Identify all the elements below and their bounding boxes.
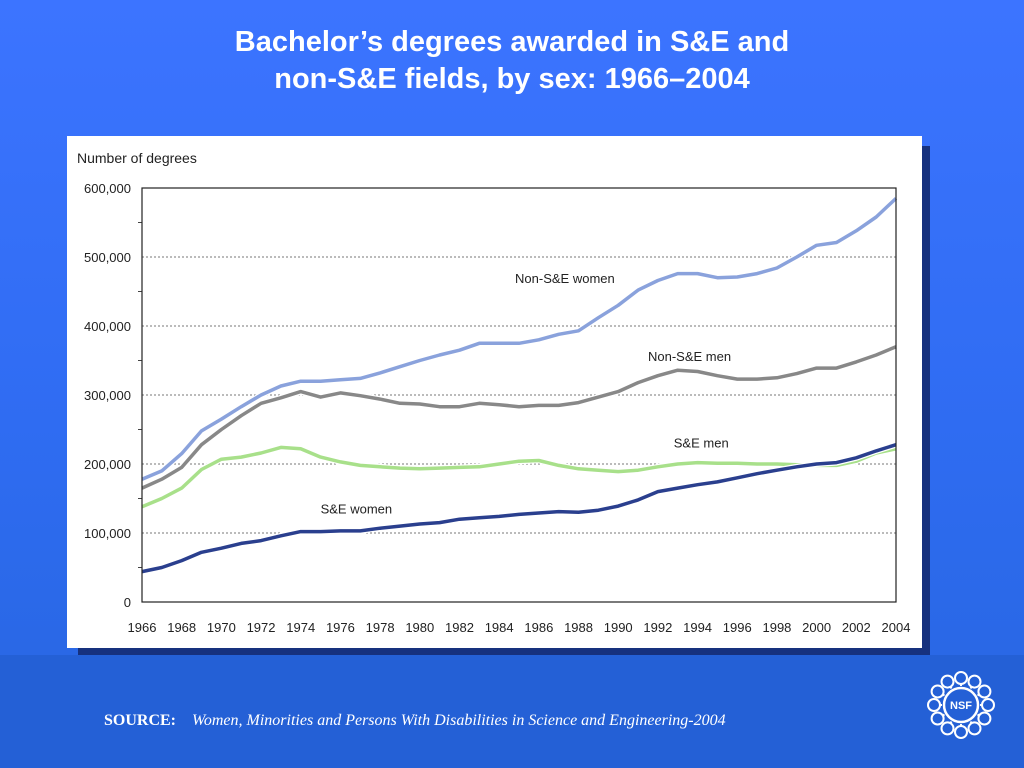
logo-spoke xyxy=(976,693,980,697)
x-tick-label: 1986 xyxy=(524,620,553,635)
x-tick-label: 1990 xyxy=(604,620,633,635)
x-tick-label: 1998 xyxy=(762,620,791,635)
logo-ray xyxy=(977,684,992,699)
x-tick-label: 2004 xyxy=(882,620,911,635)
logo-text: NSF xyxy=(950,700,972,712)
x-tick-label: 1978 xyxy=(366,620,395,635)
x-tick-label: 1992 xyxy=(643,620,672,635)
series-annotation: S&E women xyxy=(321,502,393,517)
x-tick-label: 1980 xyxy=(405,620,434,635)
title-line-2: non-S&E fields, by sex: 1966–2004 xyxy=(274,63,750,95)
logo-ray xyxy=(977,711,992,726)
series-line-halo xyxy=(140,444,897,510)
x-tick-label: 1988 xyxy=(564,620,593,635)
series-annotation: Non-S&E women xyxy=(515,271,615,286)
x-tick-label: 1996 xyxy=(723,620,752,635)
x-tick-label: 2000 xyxy=(802,620,831,635)
y-tick-label: 500,000 xyxy=(84,250,131,265)
logo-ray xyxy=(981,698,995,712)
logo-ray xyxy=(940,674,955,689)
footer-band xyxy=(0,655,1024,768)
y-tick-labels: 0 100,000 200,000 300,000 400,000 500,000 600,… xyxy=(84,181,131,610)
nsf-logo-icon: NSF xyxy=(927,671,995,739)
y-tick-label: 600,000 xyxy=(84,181,131,196)
title-line-1: Bachelor’s degrees awarded in S&E and xyxy=(234,26,790,58)
y-tick-label: 200,000 xyxy=(84,457,131,472)
plot-frame xyxy=(141,187,897,603)
logo-ray xyxy=(930,684,945,699)
line-chart: Number of degrees 0 100,000 200,000 300,000… xyxy=(77,150,911,635)
series-annotation: Non-S&E men xyxy=(648,349,731,364)
logo-ray xyxy=(967,721,982,736)
x-tick-label: 1972 xyxy=(247,620,276,635)
logo-ray xyxy=(927,698,941,712)
y-tick-label: 300,000 xyxy=(84,388,131,403)
x-tick-labels: 1966 1968 1970 1972 1974 1976 1978 1980 1982 1984… xyxy=(128,620,911,635)
x-tick-label: 1974 xyxy=(286,620,315,635)
x-tick-label: 1976 xyxy=(326,620,355,635)
chart-panel: Number of degrees 0 100,000 200,000 300,000… xyxy=(67,136,922,648)
logo-spoke xyxy=(949,720,953,724)
series-annotations: Non-S&E women Non-S&E men S&E men S&E women xyxy=(321,271,731,516)
logo-ray xyxy=(940,721,955,736)
series-line xyxy=(141,445,897,509)
y-tick-label: 400,000 xyxy=(84,319,131,334)
source-text: Women, Minorities and Persons With Disab… xyxy=(192,712,726,729)
logo-ray xyxy=(930,711,945,726)
x-tick-label: 2002 xyxy=(842,620,871,635)
series-line xyxy=(141,443,897,574)
x-tick-label: 1970 xyxy=(207,620,236,635)
series-line-halo xyxy=(140,196,899,482)
logo-rays xyxy=(927,671,995,739)
x-tick-label: 1994 xyxy=(683,620,712,635)
logo-ray xyxy=(954,671,968,685)
x-tick-label: 1966 xyxy=(128,620,157,635)
x-tick-label: 1982 xyxy=(445,620,474,635)
logo-spoke xyxy=(942,693,946,697)
source-label: SOURCE: xyxy=(104,712,177,729)
y-axis-label: Number of degrees xyxy=(77,150,197,166)
logo-spoke xyxy=(969,720,973,724)
series-annotation: S&E men xyxy=(674,435,729,450)
y-tick-label: 0 xyxy=(124,595,131,610)
logo-ray xyxy=(967,674,982,689)
series-line xyxy=(141,197,898,481)
x-tick-label: 1968 xyxy=(167,620,196,635)
slide-title: Bachelor’s degrees awarded in S&E and no… xyxy=(0,24,1024,98)
logo-spoke xyxy=(949,686,953,690)
source-note: SOURCE: Women, Minorities and Persons Wi… xyxy=(104,712,726,730)
logo-spoke xyxy=(969,686,973,690)
logo-ray xyxy=(954,725,968,739)
logo-spoke xyxy=(976,713,980,717)
series-lines xyxy=(140,196,899,575)
series-line xyxy=(141,345,897,490)
y-tick-label: 100,000 xyxy=(84,526,131,541)
logo-spoke xyxy=(942,713,946,717)
x-tick-label: 1984 xyxy=(485,620,514,635)
